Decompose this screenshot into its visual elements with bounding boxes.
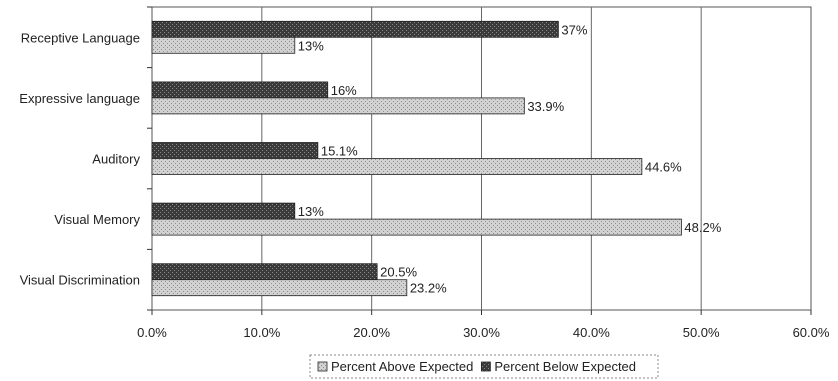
bar-above-expected — [151, 218, 682, 236]
legend-label: Percent Below Expected — [494, 359, 636, 374]
bar-above-expected — [151, 36, 296, 54]
data-label: 23.2% — [410, 281, 447, 296]
x-tick-label: 40.0% — [573, 325, 610, 340]
bar-above-expected — [151, 279, 408, 297]
bar-below-expected — [151, 81, 329, 99]
data-label: 15.1% — [321, 144, 358, 159]
bar-below-expected — [151, 263, 378, 281]
category-label: Auditory — [92, 152, 140, 167]
category-label: Visual Discrimination — [20, 273, 140, 288]
data-label: 33.9% — [527, 99, 564, 114]
x-tick-label: 10.0% — [243, 325, 280, 340]
bar-below-expected — [151, 20, 559, 38]
data-label: 48.2% — [684, 220, 721, 235]
category-label: Expressive language — [19, 91, 140, 106]
data-label: 37% — [561, 22, 587, 37]
legend-label: Percent Above Expected — [331, 359, 473, 374]
bar-above-expected — [151, 158, 643, 175]
legend-swatch — [317, 361, 328, 372]
bar-below-expected — [151, 202, 296, 220]
legend-swatch — [480, 361, 491, 372]
category-label: Visual Memory — [54, 212, 140, 227]
legend: Percent Above Expected Percent Below Expe… — [309, 354, 659, 379]
data-label: 44.6% — [645, 160, 682, 175]
data-label: 13% — [298, 204, 324, 219]
bar-below-expected — [151, 142, 319, 159]
x-tick-label: 0.0% — [137, 325, 167, 340]
plot-area: 0.0% 10.0% 20.0% 30.0% 40.0% 50.0% 60.0% Recept… — [19, 6, 830, 340]
data-label: 16% — [331, 83, 357, 98]
x-tick-label: 50.0% — [683, 325, 720, 340]
x-tick-label: 60.0% — [793, 325, 830, 340]
category-label: Receptive Language — [21, 30, 140, 45]
x-tick-label: 20.0% — [353, 325, 390, 340]
data-label: 13% — [298, 38, 324, 53]
x-tick-label: 30.0% — [463, 325, 500, 340]
bar-above-expected — [151, 97, 525, 115]
data-label: 20.5% — [380, 265, 417, 280]
